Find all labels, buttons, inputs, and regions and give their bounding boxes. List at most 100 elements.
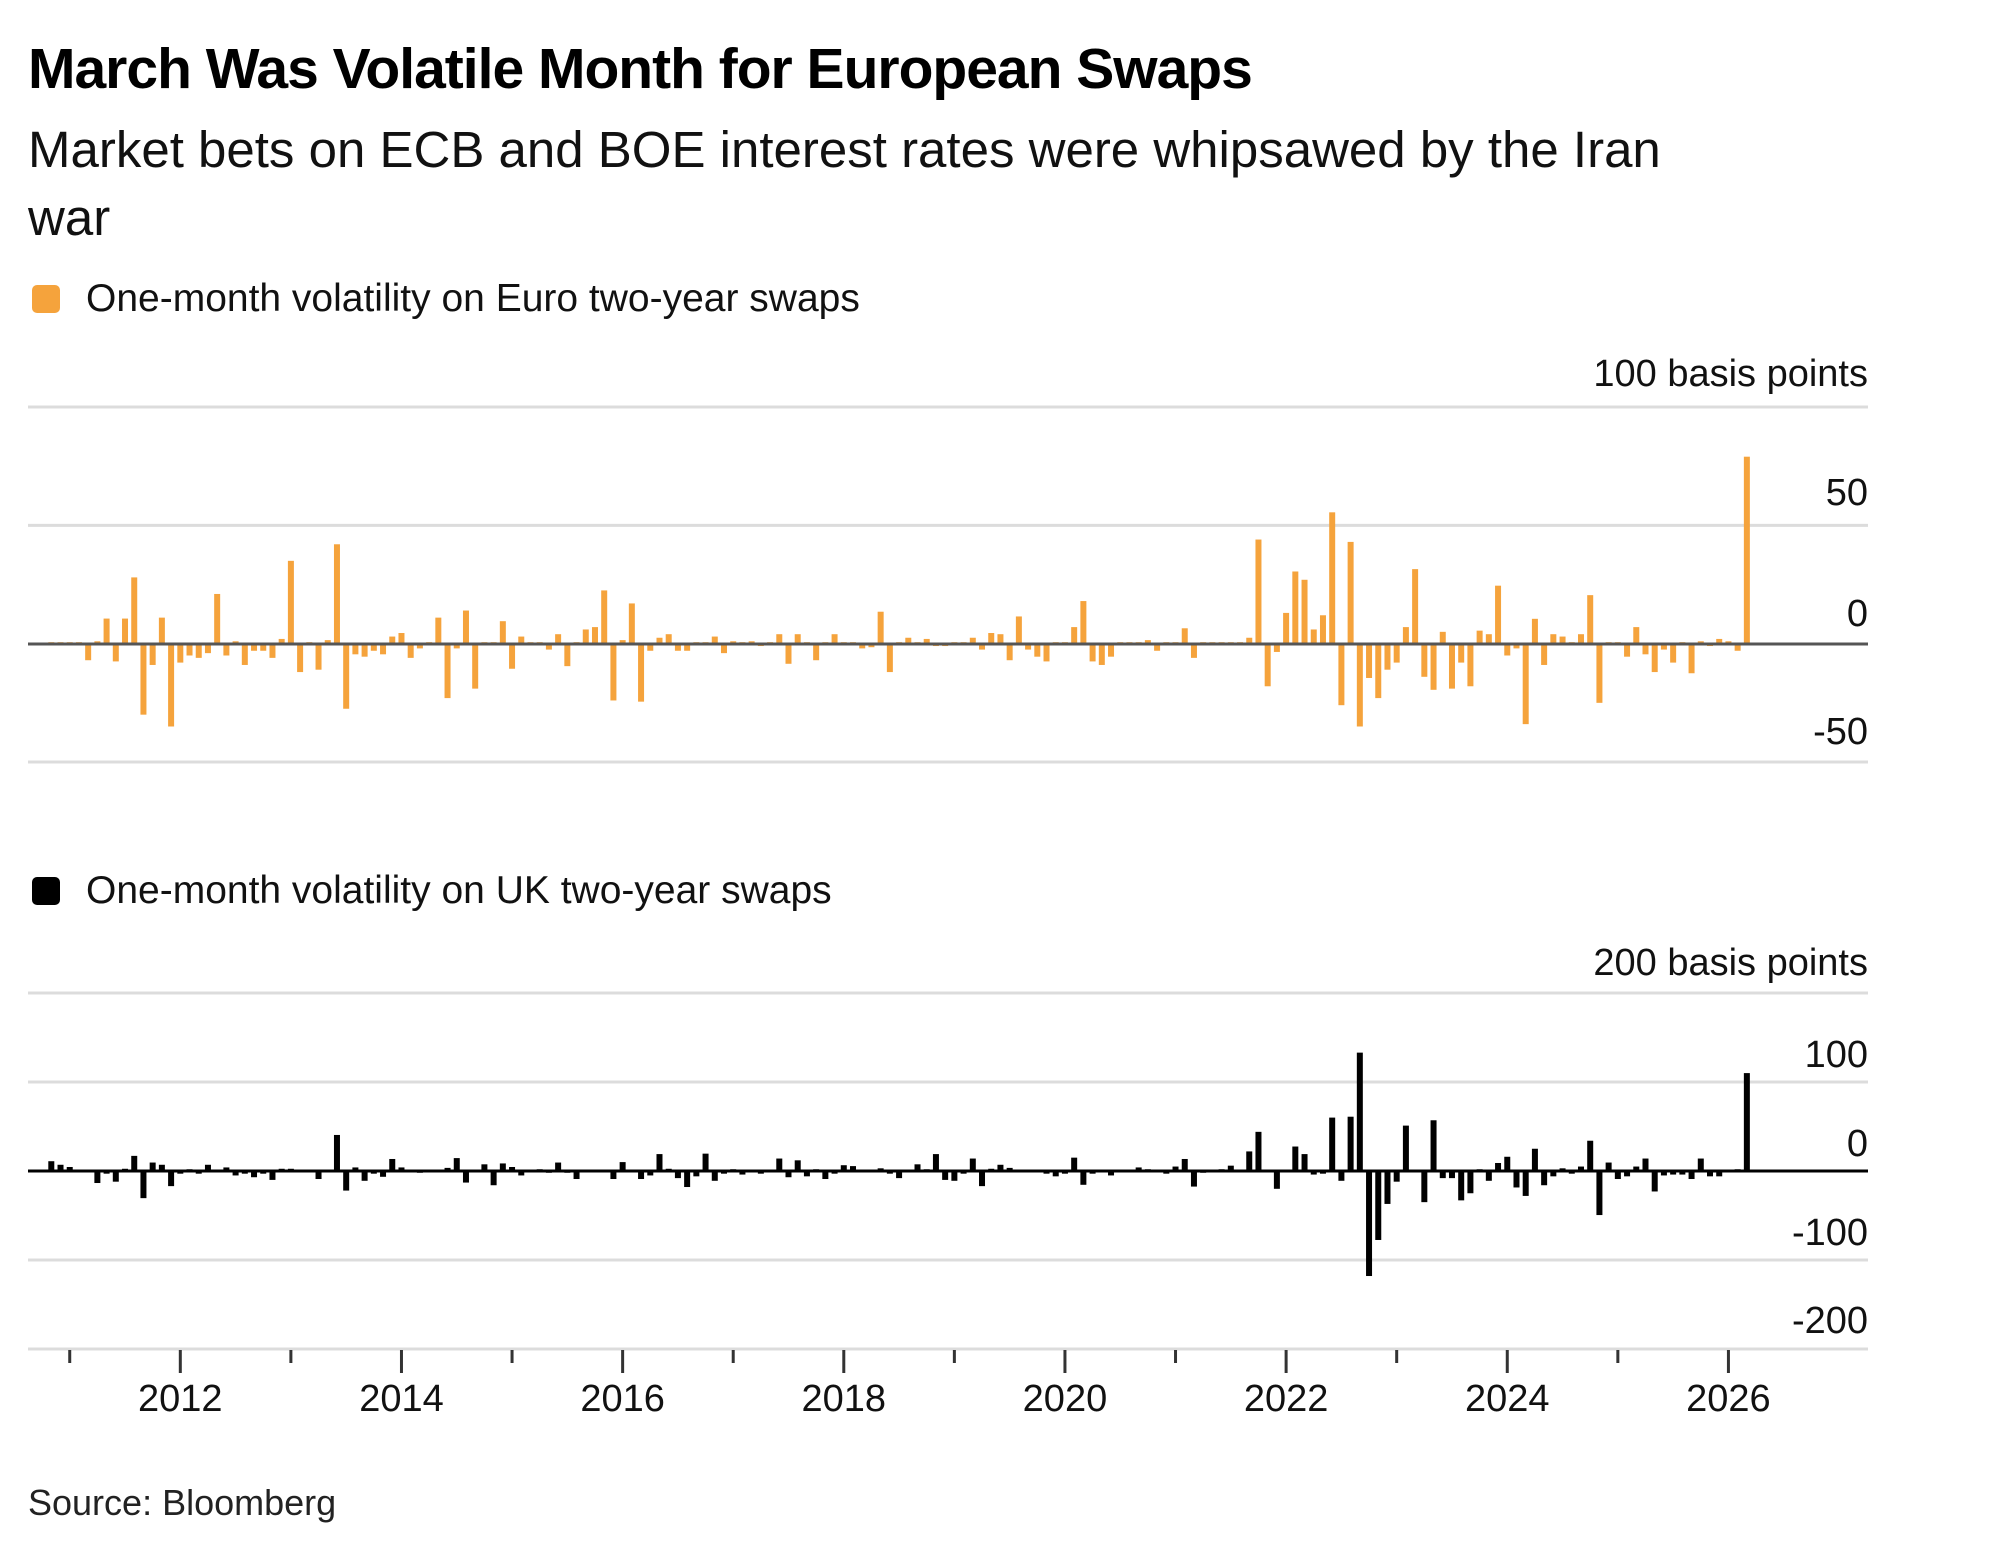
euro-bar: [1154, 643, 1161, 651]
euro-bar: [1080, 601, 1087, 644]
euro-bar: [859, 643, 866, 649]
euro-bar: [1421, 643, 1428, 677]
uk-bar: [269, 1171, 276, 1180]
euro-bar: [407, 643, 414, 658]
euro-bar: [1743, 456, 1750, 644]
uk-bar: [1458, 1171, 1465, 1201]
euro-bar: [85, 643, 92, 661]
euro-bar: [720, 643, 727, 654]
euro-bar: [776, 634, 783, 644]
euro-bar: [1366, 643, 1373, 678]
chart-subtitle-line2: war: [27, 189, 110, 246]
uk-bar: [57, 1164, 64, 1171]
euro-bar: [499, 621, 506, 644]
x-tick-label: 2024: [1465, 1378, 1550, 1420]
euro-bar: [1025, 643, 1032, 650]
euro-bar: [1531, 618, 1538, 644]
euro-bar: [1356, 643, 1363, 727]
euro-bar: [1402, 627, 1409, 644]
euro-bar: [1495, 585, 1502, 644]
uk-bar: [702, 1153, 709, 1171]
uk-bar: [951, 1171, 958, 1181]
euro-bars: [48, 456, 1750, 727]
euro-bar: [711, 636, 718, 644]
euro-bar: [1559, 636, 1566, 644]
euro-bar: [1108, 643, 1115, 657]
uk-bar: [1716, 1171, 1723, 1177]
euro-bar: [241, 643, 248, 665]
uk-bar: [942, 1171, 949, 1180]
uk-bar: [638, 1171, 645, 1180]
euro-bar: [1587, 595, 1594, 644]
uk-bar: [850, 1166, 857, 1171]
uk-bar: [969, 1158, 976, 1171]
euro-bar: [398, 633, 405, 644]
uk-bar: [1402, 1125, 1409, 1171]
uk-bar: [1679, 1171, 1686, 1175]
uk-bar: [1614, 1171, 1621, 1180]
unit-label-uk: 200 basis points: [1593, 942, 1868, 984]
euro-bar: [1577, 634, 1584, 644]
euro-bar: [1448, 643, 1455, 689]
euro-bar: [1375, 643, 1382, 699]
uk-bar: [739, 1171, 746, 1175]
euro-bar: [380, 643, 387, 655]
uk-bar: [896, 1171, 903, 1179]
euro-bar: [610, 643, 617, 701]
euro-bar: [1688, 643, 1695, 674]
uk-bar: [1541, 1171, 1548, 1186]
uk-bar: [693, 1171, 700, 1177]
euro-bar: [1550, 634, 1557, 644]
euro-bar: [564, 643, 571, 667]
ytick-euro-0: 0: [1847, 593, 1868, 635]
euro-bar: [462, 610, 469, 644]
uk-bar: [1531, 1148, 1538, 1171]
euro-bar: [674, 643, 681, 651]
ytick-euro-50: 50: [1826, 472, 1868, 514]
uk-bar: [1605, 1162, 1612, 1171]
x-tick-label: 2020: [1023, 1378, 1108, 1420]
ytick-uk-0: 0: [1847, 1123, 1868, 1165]
uk-bars: [48, 1052, 1750, 1277]
euro-bar: [1292, 571, 1299, 644]
uk-bar: [803, 1171, 810, 1177]
euro-bar: [813, 643, 820, 661]
euro-bar: [969, 637, 976, 644]
uk-bar: [1181, 1158, 1188, 1171]
uk-bar: [333, 1134, 340, 1171]
uk-bar: [1670, 1171, 1677, 1175]
euro-bar: [297, 643, 304, 673]
uk-bar: [518, 1171, 525, 1176]
x-tick-label: 2018: [802, 1378, 887, 1420]
uk-bar: [822, 1171, 829, 1180]
uk-bar: [1301, 1154, 1308, 1171]
euro-bar: [389, 636, 396, 644]
euro-bar: [1319, 615, 1326, 644]
uk-bar: [684, 1171, 691, 1188]
euro-bar: [204, 643, 211, 654]
euro-bar: [112, 643, 119, 662]
uk-bar: [490, 1171, 497, 1186]
euro-bar: [315, 643, 322, 670]
uk-bar: [1190, 1171, 1197, 1187]
x-axis: 2012 2014 2016 2018 2020 2022 2024 2026: [68, 1350, 1771, 1420]
euro-bar: [131, 577, 138, 644]
euro-bar: [416, 643, 423, 649]
uk-bar: [66, 1166, 73, 1171]
euro-bar: [1089, 643, 1096, 662]
uk-bar: [932, 1154, 939, 1171]
euro-bar: [278, 638, 285, 644]
uk-bar: [1329, 1117, 1336, 1171]
euro-bar: [140, 643, 147, 715]
x-tick-label: 2026: [1686, 1378, 1771, 1420]
uk-bar: [352, 1167, 359, 1171]
euro-bar: [1310, 629, 1317, 644]
uk-bar: [1347, 1116, 1354, 1171]
uk-bar: [204, 1164, 211, 1171]
uk-bar: [1393, 1171, 1400, 1182]
uk-bar: [131, 1155, 138, 1171]
uk-bar: [1485, 1171, 1492, 1181]
euro-bar: [214, 593, 221, 644]
uk-bar: [997, 1164, 1004, 1171]
